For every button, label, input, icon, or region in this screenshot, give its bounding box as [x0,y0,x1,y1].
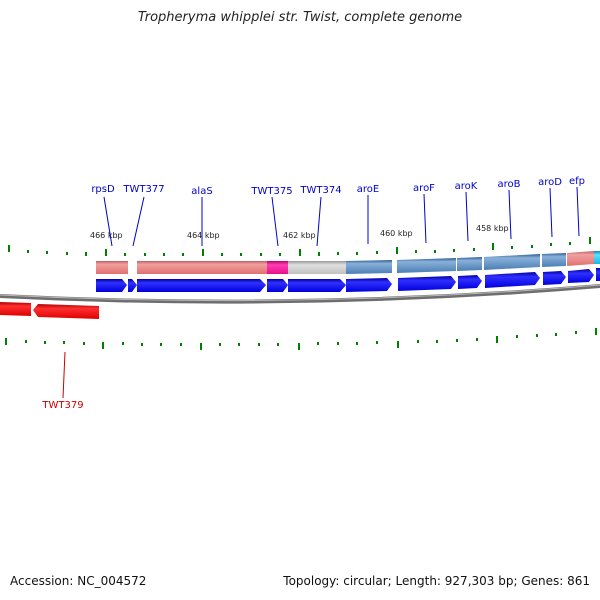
cog-segment [484,254,540,270]
gene-label-TWT375[interactable]: TWT375 [250,186,292,197]
kbp-label: 460 kbp [380,229,413,238]
forward-gene-arrow[interactable] [398,276,456,291]
gene-label-TWT377[interactable]: TWT377 [122,184,164,195]
forward-gene-arrow[interactable] [596,268,600,281]
cog-segment [542,253,566,267]
cog-segment [567,251,594,266]
gene-label-aroD[interactable]: aroD [538,177,562,188]
forward-strand-genes [96,268,600,292]
genome-title: Tropheryma whipplei str. Twist, complete… [137,10,463,25]
gene-label-rpsD[interactable]: rpsD [91,184,115,195]
gene-label-aroF[interactable]: aroF [413,183,435,194]
kbp-label: 464 kbp [187,231,220,240]
reverse-gene-arrow[interactable] [33,304,99,319]
cog-bar [96,251,600,274]
cog-segment [137,261,267,274]
cog-segment [267,261,288,274]
reverse-strand-genes [0,302,99,319]
outer-tick-marks [8,237,591,256]
gene-label-alaS[interactable]: alaS [191,186,212,197]
forward-gene-arrow[interactable] [137,279,266,292]
kbp-label: 458 kbp [476,224,509,233]
genome-backbone [0,284,600,304]
forward-gene-arrow[interactable] [128,279,137,292]
forward-gene-arrow[interactable] [458,275,482,289]
forward-gene-arrow[interactable] [346,278,392,292]
forward-gene-arrow[interactable] [543,271,566,285]
reverse-gene-arrow[interactable] [0,302,31,316]
forward-gene-arrow[interactable] [267,279,288,292]
gene-label-TWT379[interactable]: TWT379 [41,400,83,411]
gene-label-aroE[interactable]: aroE [357,184,379,195]
cog-segment [96,261,128,274]
forward-gene-arrow[interactable] [485,272,540,288]
cog-segment [457,257,482,271]
accession-text: Accession: NC_004572 [10,574,147,588]
inner-tick-marks [5,328,597,350]
forward-gene-arrow[interactable] [288,279,346,292]
kbp-label: 466 kbp [90,231,123,240]
cog-segment [346,260,392,274]
label-leaders [62,186,580,399]
forward-gene-arrow[interactable] [568,269,594,283]
cog-segment [594,251,600,264]
genome-summary-text: Topology: circular; Length: 927,303 bp; … [283,574,590,588]
genome-backbone-highlight [0,284,600,302]
gene-label-efp[interactable]: efp [569,176,585,187]
cog-segment [397,258,456,273]
gene-label-TWT374[interactable]: TWT374 [299,185,341,196]
gene-label-aroB[interactable]: aroB [498,179,521,190]
kbp-label: 462 kbp [283,231,316,240]
gene-label-aroK[interactable]: aroK [455,181,478,192]
forward-gene-arrow[interactable] [96,279,127,292]
cog-segment [288,261,346,274]
